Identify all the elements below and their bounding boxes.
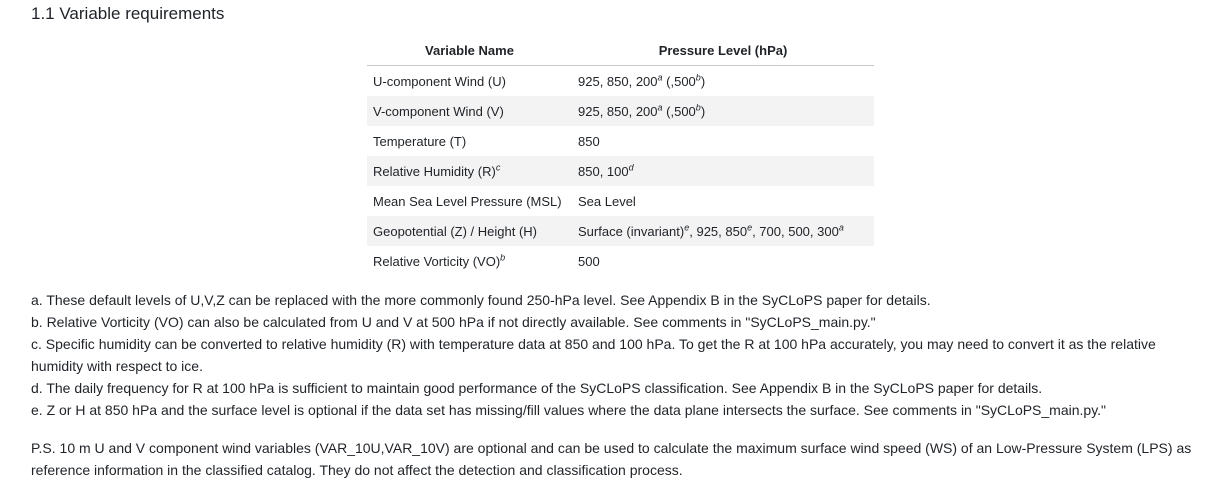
variable-name: Relative Humidity (R): [373, 163, 496, 179]
variable-name-cell: Relative Vorticity (VO)b: [367, 246, 572, 276]
pressure-level-text: (,500: [662, 103, 696, 119]
table-row: Geopotential (Z) / Height (H) Surface (in…: [367, 216, 874, 246]
variable-name: U-component Wind (U): [373, 73, 506, 89]
table-row: Relative Humidity (R)c 850, 100d: [367, 156, 874, 186]
pressure-level-cell: 500: [572, 246, 874, 276]
variable-requirements-table: Variable Name Pressure Level (hPa) U-com…: [367, 36, 874, 276]
header-variable-name: Variable Name: [367, 36, 572, 66]
footnote-marker: a: [838, 222, 844, 233]
pressure-level-cell: 925, 850, 200a (,500b): [572, 66, 874, 97]
footnote-d: d. The daily frequency for R at 100 hPa …: [31, 380, 1043, 396]
pressure-level-text: , 925, 850: [689, 223, 748, 239]
table-row: V-component Wind (V) 925, 850, 200a (,500…: [367, 96, 874, 126]
table-row: Relative Vorticity (VO)b 500: [367, 246, 874, 276]
pressure-level-text: 850: [578, 133, 600, 149]
footnote-marker: d: [628, 162, 634, 173]
table-row: Temperature (T) 850: [367, 126, 874, 156]
footnote-e: e. Z or H at 850 hPa and the surface lev…: [31, 402, 1107, 418]
table-row: Mean Sea Level Pressure (MSL) Sea Level: [367, 186, 874, 216]
pressure-level-text: 500: [578, 253, 600, 269]
pressure-level-cell: 925, 850, 200a (,500b): [572, 96, 874, 126]
footnote-a: a. These default levels of U,V,Z can be …: [31, 292, 931, 308]
pressure-level-cell: 850: [572, 126, 874, 156]
table-row: U-component Wind (U) 925, 850, 200a (,500…: [367, 66, 874, 97]
variable-name: Geopotential (Z) / Height (H): [373, 223, 538, 239]
footnote-marker: b: [695, 72, 701, 83]
pressure-level-cell: Surface (invariant)e, 925, 850e, 700, 50…: [572, 216, 874, 246]
footnote-marker: c: [495, 162, 501, 173]
variable-name-cell: Mean Sea Level Pressure (MSL): [367, 186, 572, 216]
footnotes: a. These default levels of U,V,Z can be …: [31, 289, 1206, 421]
variable-name: Relative Vorticity (VO): [373, 253, 501, 269]
pressure-level-cell: 850, 100d: [572, 156, 874, 186]
pressure-level-text: Surface (invariant): [578, 223, 685, 239]
footnote-b: b. Relative Vorticity (VO) can also be c…: [31, 314, 876, 330]
footnote-c: c. Specific humidity can be converted to…: [31, 336, 1156, 374]
variable-name: Temperature (T): [373, 133, 467, 149]
pressure-level-text: 850, 100: [578, 163, 629, 179]
pressure-level-text: , 700, 500, 300: [752, 223, 839, 239]
footnote-marker: e: [684, 222, 690, 233]
ps-note: P.S. 10 m U and V component wind variabl…: [31, 440, 1192, 478]
variable-name-cell: V-component Wind (V): [367, 96, 572, 126]
footnote-marker: a: [657, 102, 663, 113]
footnote-marker: b: [695, 102, 701, 113]
pressure-level-text: 925, 850, 200: [578, 73, 658, 89]
variable-name-cell: Geopotential (Z) / Height (H): [367, 216, 572, 246]
pressure-level-cell: Sea Level: [572, 186, 874, 216]
header-pressure-level: Pressure Level (hPa): [572, 36, 874, 66]
pressure-level-text: ): [700, 103, 706, 119]
table-header-row: Variable Name Pressure Level (hPa): [367, 36, 874, 66]
variable-name: V-component Wind (V): [373, 103, 504, 119]
footnote-marker: e: [747, 222, 753, 233]
variable-name: Mean Sea Level Pressure (MSL): [373, 193, 562, 209]
pressure-level-text: ): [700, 73, 706, 89]
pressure-level-text: 925, 850, 200: [578, 103, 658, 119]
variable-name-cell: Relative Humidity (R)c: [367, 156, 572, 186]
pressure-level-text: (,500: [662, 73, 696, 89]
section-title: 1.1 Variable requirements: [31, 4, 225, 23]
footnote-marker: b: [500, 252, 506, 263]
variable-name-cell: U-component Wind (U): [367, 66, 572, 97]
pressure-level-text: Sea Level: [578, 193, 636, 209]
variable-name-cell: Temperature (T): [367, 126, 572, 156]
footnote-marker: a: [657, 72, 663, 83]
